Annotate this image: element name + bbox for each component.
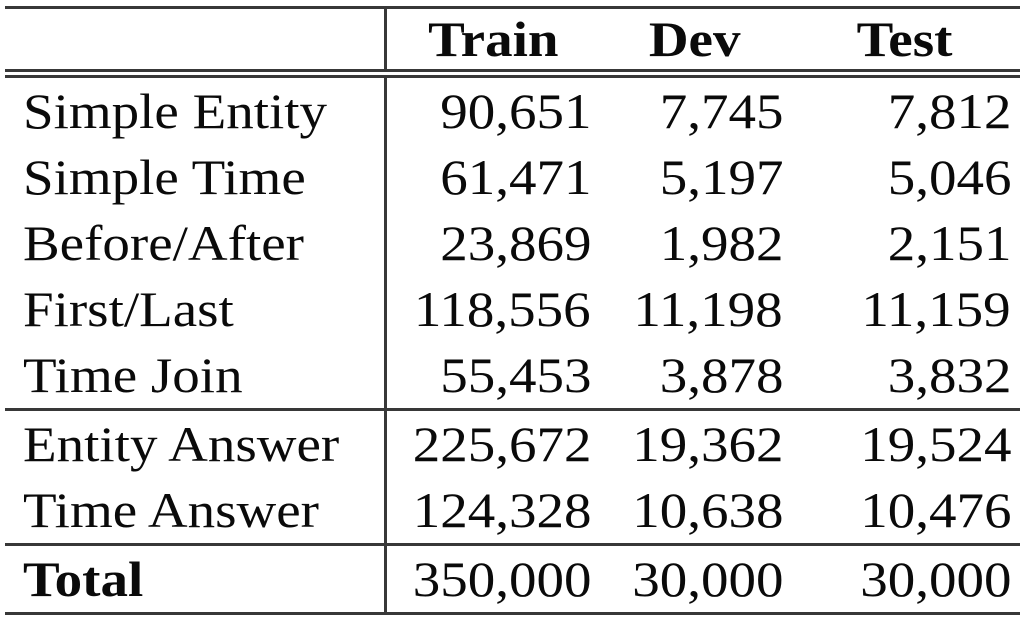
cell-dev: 11,198 [600, 276, 790, 342]
row-label-text: Time Join [23, 347, 243, 403]
cell-value: 23,869 [439, 215, 591, 271]
cell-value: 118,556 [414, 281, 591, 337]
row-label-text: Entity Answer [23, 416, 340, 472]
table-row-simple-time: Simple Time 61,471 5,197 5,046 [5, 144, 1020, 210]
cell-dev: 1,982 [600, 210, 790, 276]
row-label: Simple Entity [5, 73, 387, 144]
row-label-text: Before/After [23, 215, 304, 271]
cell-train: 225,672 [385, 410, 600, 478]
cell-value: 11,159 [861, 281, 1011, 337]
corner-cell [5, 7, 387, 74]
table-row-total: Total 350,000 30,000 30,000 [5, 544, 1020, 614]
dataset-statistics-table: Train Dev Test Simple Entity 90,651 7,74… [5, 6, 1020, 615]
table-row-entity-answer: Entity Answer 225,672 19,362 19,524 [5, 409, 1020, 478]
table-row-time-answer: Time Answer 124,328 10,638 10,476 [5, 477, 1020, 545]
row-label-text: Simple Entity [23, 83, 328, 139]
col-header-test-label: Test [857, 11, 953, 67]
cell-test: 7,812 [790, 74, 1020, 145]
cell-value: 19,362 [631, 416, 783, 472]
table-row-before-after: Before/After 23,869 1,982 2,151 [5, 210, 1020, 276]
cell-value: 124,328 [412, 482, 591, 538]
row-label-text: Time Answer [23, 482, 319, 538]
paper-table-container: Train Dev Test Simple Entity 90,651 7,74… [5, 6, 1020, 615]
cell-value: 10,638 [631, 482, 783, 538]
cell-train: 90,651 [385, 74, 600, 145]
col-header-train-label: Train [428, 11, 559, 67]
cell-dev: 19,362 [600, 410, 790, 478]
row-label: Time Join [5, 342, 387, 410]
row-label-text: Total [23, 551, 144, 607]
cell-value: 30,000 [631, 551, 783, 607]
row-label: Entity Answer [5, 409, 387, 477]
cell-test: 11,159 [790, 276, 1020, 342]
cell-value: 30,000 [859, 551, 1011, 607]
header-row: Train Dev Test [5, 7, 1020, 74]
cell-value: 90,651 [439, 83, 591, 139]
cell-value: 3,878 [659, 347, 783, 403]
cell-value: 7,745 [659, 83, 783, 139]
row-label: Simple Time [5, 144, 387, 210]
cell-value: 225,672 [412, 416, 591, 472]
row-label: First/Last [5, 276, 387, 342]
row-label-total: Total [5, 544, 387, 614]
cell-test: 19,524 [790, 410, 1020, 478]
table-row-time-join: Time Join 55,453 3,878 3,832 [5, 342, 1020, 410]
cell-dev: 10,638 [600, 477, 790, 545]
cell-value: 3,832 [887, 347, 1011, 403]
cell-train: 23,869 [385, 210, 600, 276]
cell-train: 350,000 [385, 545, 600, 614]
cell-value: 10,476 [859, 482, 1011, 538]
cell-value: 55,453 [439, 347, 591, 403]
cell-train: 118,556 [385, 276, 600, 342]
cell-value: 7,812 [887, 83, 1011, 139]
cell-dev: 5,197 [600, 144, 790, 210]
table-row-simple-entity: Simple Entity 90,651 7,745 7,812 [5, 73, 1020, 145]
cell-test: 3,832 [790, 342, 1020, 410]
cell-value: 5,046 [887, 149, 1011, 205]
cell-value: 2,151 [887, 215, 1011, 271]
row-label: Time Answer [5, 477, 387, 545]
cell-value: 11,198 [633, 281, 783, 337]
cell-train: 124,328 [385, 477, 600, 545]
cell-train: 55,453 [385, 342, 600, 410]
col-header-test: Test [790, 8, 1020, 74]
col-header-dev: Dev [600, 8, 790, 74]
cell-value: 5,197 [659, 149, 783, 205]
row-label-text: Simple Time [23, 149, 306, 205]
col-header-train: Train [385, 8, 600, 74]
cell-value: 19,524 [859, 416, 1011, 472]
cell-test: 2,151 [790, 210, 1020, 276]
col-header-dev-label: Dev [649, 11, 741, 67]
cell-test: 5,046 [790, 144, 1020, 210]
cell-test: 30,000 [790, 545, 1020, 614]
cell-dev: 3,878 [600, 342, 790, 410]
cell-dev: 30,000 [600, 545, 790, 614]
cell-value: 1,982 [659, 215, 783, 271]
cell-train: 61,471 [385, 144, 600, 210]
cell-value: 61,471 [439, 149, 591, 205]
cell-test: 10,476 [790, 477, 1020, 545]
row-label-text: First/Last [23, 281, 234, 337]
cell-value: 350,000 [412, 551, 591, 607]
row-label: Before/After [5, 210, 387, 276]
cell-dev: 7,745 [600, 74, 790, 145]
table-row-first-last: First/Last 118,556 11,198 11,159 [5, 276, 1020, 342]
